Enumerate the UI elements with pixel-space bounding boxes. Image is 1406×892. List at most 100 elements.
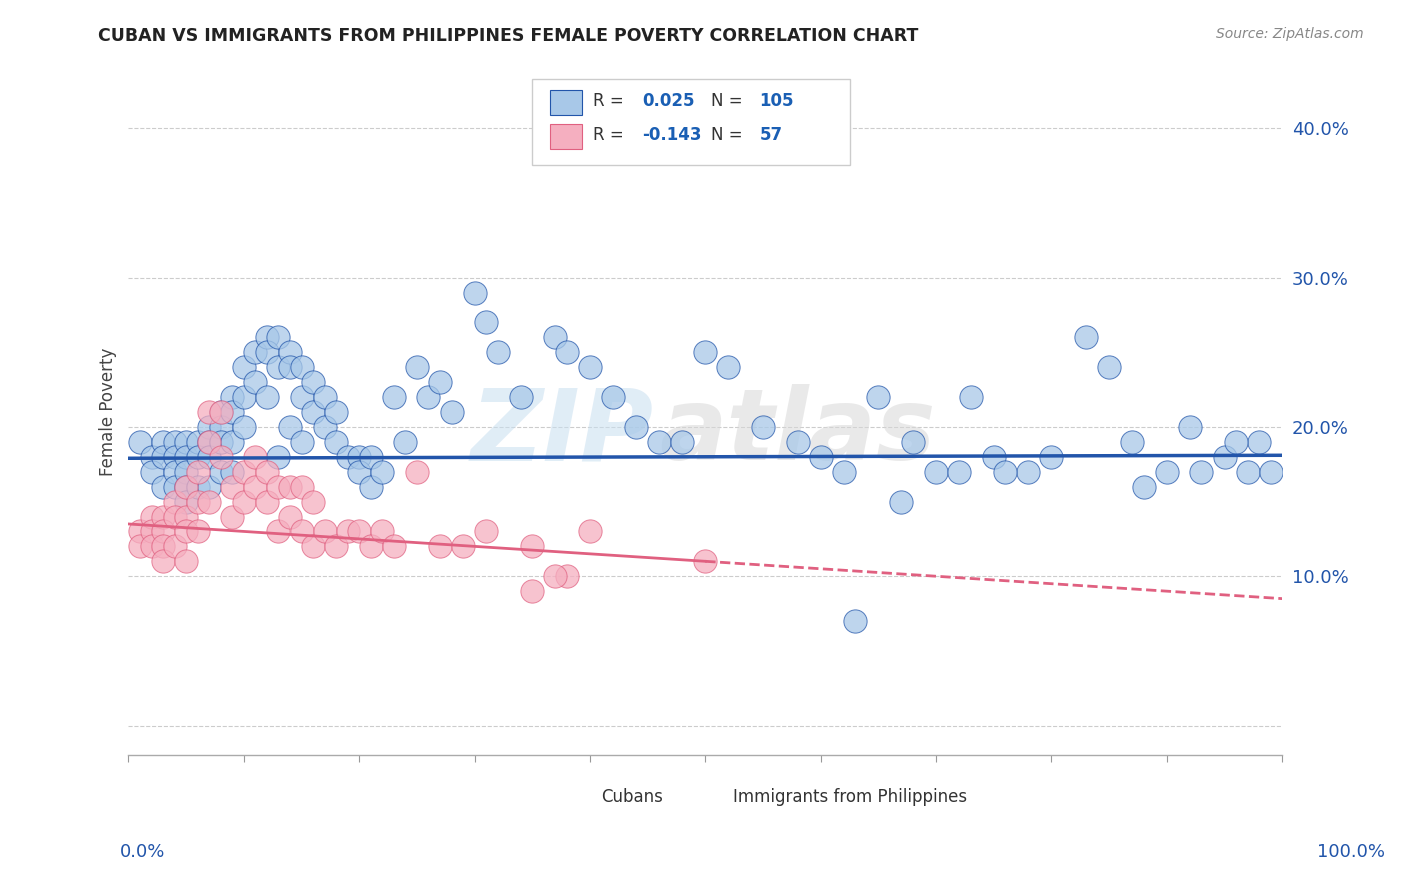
Point (198, 450, 221, 464)
Point (267, 480, 290, 494)
Point (209, 465, 232, 479)
Point (347, 524, 370, 539)
Point (475, 315, 498, 329)
Point (579, 524, 602, 539)
Text: atlas: atlas (659, 384, 936, 481)
Point (695, 554, 717, 568)
Point (925, 465, 948, 479)
Point (302, 540, 325, 554)
Point (141, 450, 163, 464)
Point (890, 494, 912, 508)
Point (290, 524, 312, 539)
Text: Immigrants from Philippines: Immigrants from Philippines (733, 788, 967, 805)
Point (187, 434, 209, 449)
Point (544, 569, 567, 583)
Point (451, 540, 474, 554)
Point (232, 360, 254, 375)
Text: 100.0%: 100.0% (1317, 843, 1385, 861)
Point (256, 390, 278, 404)
Point (187, 450, 209, 464)
Text: ZIP: ZIP (471, 384, 654, 481)
Point (174, 554, 197, 568)
Point (129, 540, 152, 554)
Point (267, 524, 290, 539)
Point (1213, 450, 1236, 464)
Point (1074, 330, 1097, 344)
Point (187, 494, 209, 508)
Point (209, 420, 232, 434)
Point (163, 434, 186, 449)
Text: 57: 57 (759, 126, 783, 145)
Point (152, 480, 174, 494)
FancyBboxPatch shape (533, 78, 849, 165)
Point (522, 584, 544, 599)
Point (198, 434, 221, 449)
FancyBboxPatch shape (550, 90, 582, 114)
Point (901, 434, 924, 449)
Point (786, 434, 808, 449)
Point (1225, 434, 1247, 449)
Point (232, 494, 254, 508)
Point (256, 494, 278, 508)
Point (198, 494, 221, 508)
Point (347, 450, 370, 464)
FancyBboxPatch shape (693, 788, 725, 805)
Point (256, 345, 278, 359)
Point (129, 524, 152, 539)
Point (360, 450, 382, 464)
Point (209, 450, 232, 464)
Point (832, 465, 855, 479)
Point (129, 434, 152, 449)
Point (302, 375, 325, 389)
Point (959, 390, 981, 404)
Point (948, 465, 970, 479)
Point (198, 420, 221, 434)
Text: R =: R = (593, 126, 630, 145)
Point (406, 465, 429, 479)
Point (752, 420, 775, 434)
Point (418, 390, 440, 404)
Point (232, 420, 254, 434)
Point (1249, 434, 1271, 449)
Point (209, 405, 232, 419)
Text: N =: N = (711, 126, 748, 145)
Point (1132, 480, 1154, 494)
Point (174, 480, 197, 494)
Text: 0.025: 0.025 (643, 92, 695, 110)
Point (174, 434, 197, 449)
Point (1260, 465, 1282, 479)
Point (198, 480, 221, 494)
Point (256, 330, 278, 344)
Point (141, 524, 163, 539)
Point (555, 345, 578, 359)
Point (187, 465, 209, 479)
Point (325, 434, 347, 449)
Point (1017, 465, 1039, 479)
Point (1040, 450, 1063, 464)
Point (475, 524, 498, 539)
Point (325, 405, 347, 419)
Point (844, 614, 866, 628)
Point (1236, 465, 1258, 479)
Point (602, 390, 624, 404)
Point (360, 480, 382, 494)
Point (406, 360, 429, 375)
Point (163, 509, 186, 524)
Point (152, 554, 174, 568)
Point (382, 390, 405, 404)
Point (983, 450, 1005, 464)
Point (174, 494, 197, 508)
Point (163, 465, 186, 479)
Point (221, 509, 243, 524)
Point (152, 450, 174, 464)
Point (325, 540, 347, 554)
Point (198, 405, 221, 419)
Point (245, 450, 267, 464)
Point (174, 450, 197, 464)
Point (371, 465, 394, 479)
Text: Cubans: Cubans (602, 788, 664, 805)
Point (429, 375, 451, 389)
FancyBboxPatch shape (550, 124, 582, 149)
Point (221, 390, 243, 404)
Point (174, 524, 197, 539)
